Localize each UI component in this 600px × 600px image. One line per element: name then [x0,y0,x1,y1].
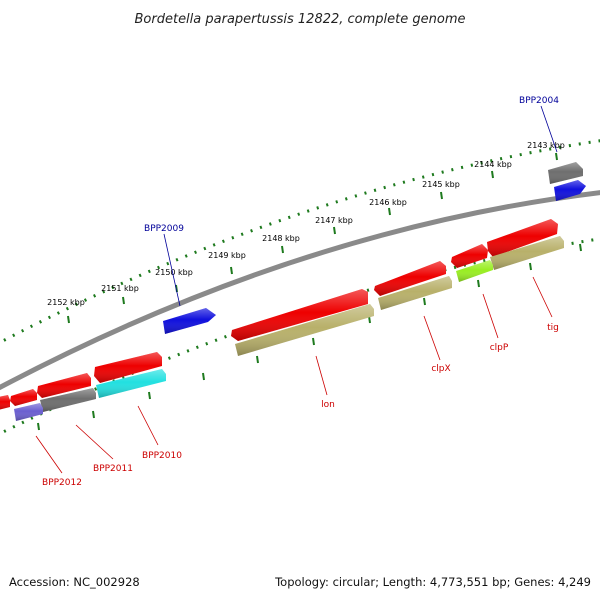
gene-label-bpp2004: BPP2004 [519,96,559,106]
gene-label-bpp2010: BPP2010 [142,451,182,461]
cds-clpp [451,244,488,268]
gene-labels: BPP2004 BPP2009 tig clpP clpX lon BPP201… [42,96,559,488]
tick-2144 [491,170,494,179]
gene-label-tig: tig [547,323,559,333]
scale-label-2146: 2146 kbp [369,198,407,207]
inner-tick-8 [202,372,205,381]
map-title: Bordetella parapertussis 12822, complete… [135,12,466,27]
scale-label-2144: 2144 kbp [474,160,512,169]
tick-2148 [281,245,284,254]
leader-clpx [423,315,441,361]
inner-tick-6 [312,337,315,346]
cds-lon [231,289,368,341]
scale-label-2145: 2145 kbp [422,180,460,189]
leader-tig [532,276,553,318]
leader-bpp2004 [540,105,558,153]
label-leaders [35,105,558,474]
gene-label-lon: lon [321,400,335,410]
gene-tig [490,236,564,270]
inner-ruler [0,237,600,436]
scale-label-2147: 2147 kbp [315,216,353,225]
scale-label-2143: 2143 kbp [527,141,565,150]
summary-text: Topology: circular; Length: 4,773,551 bp… [274,575,591,589]
gene-label-bpp2011: BPP2011 [93,464,133,474]
genome-backbone [0,190,600,391]
tick-2147 [333,226,336,235]
leader-bpp2011 [75,424,114,460]
scale-label-2152: 2152 kbp [47,298,85,307]
inner-tick-4 [423,297,426,306]
gene-lon [235,304,374,356]
tick-2152 [67,315,70,324]
leader-bpp2009 [163,233,181,307]
cds-bpp2012 [10,389,37,406]
tick-2145 [440,191,443,200]
outer-ruler [0,139,600,345]
tick-2151 [122,296,125,305]
inner-tick-7 [256,355,259,364]
scale-labels: 2143 kbp 2144 kbp 2145 kbp 2146 kbp 2147… [47,141,565,307]
scale-label-2150: 2150 kbp [155,268,193,277]
cds-clpx [374,261,446,296]
inner-tick-11 [37,422,40,431]
gene-clpx [378,276,452,310]
gene-bpp2012 [14,403,43,421]
tick-2143 [555,152,558,161]
cds-track [0,219,558,410]
gene-bpp2011 [40,388,96,412]
cds-tig [487,219,558,257]
leader-bpp2012 [35,435,63,474]
leader-bpp2010 [137,405,159,446]
inner-tick-1 [579,243,582,252]
cds-edge [0,395,10,410]
gene-track [14,236,564,421]
scale-label-2151: 2151 kbp [101,284,139,293]
gene-label-clpx: clpX [431,364,450,374]
feature-bpp2009 [163,308,216,334]
gene-bpp2010 [96,369,166,398]
cds-bpp2011 [37,373,91,398]
tick-2149 [230,266,233,275]
cds-bpp2010 [94,352,162,383]
gene-label-clpp: clpP [490,343,509,353]
leader-lon [315,355,328,396]
scale-label-2149: 2149 kbp [208,251,246,260]
feature-bpp2004-arrow [554,180,586,201]
tick-2146 [388,207,391,216]
gene-label-bpp2009: BPP2009 [144,224,184,234]
forward-features [163,162,586,334]
feature-bpp2004-block [548,162,583,184]
leader-clpp [482,293,499,339]
accession-text: Accession: NC_002928 [9,575,140,589]
inner-tick-2 [529,262,532,271]
gene-label-bpp2012: BPP2012 [42,478,82,488]
gene-clpp [456,260,493,282]
inner-tick-10 [92,410,95,419]
inner-tick-9 [148,391,151,400]
inner-tick-3 [477,279,480,288]
scale-label-2148: 2148 kbp [262,234,300,243]
